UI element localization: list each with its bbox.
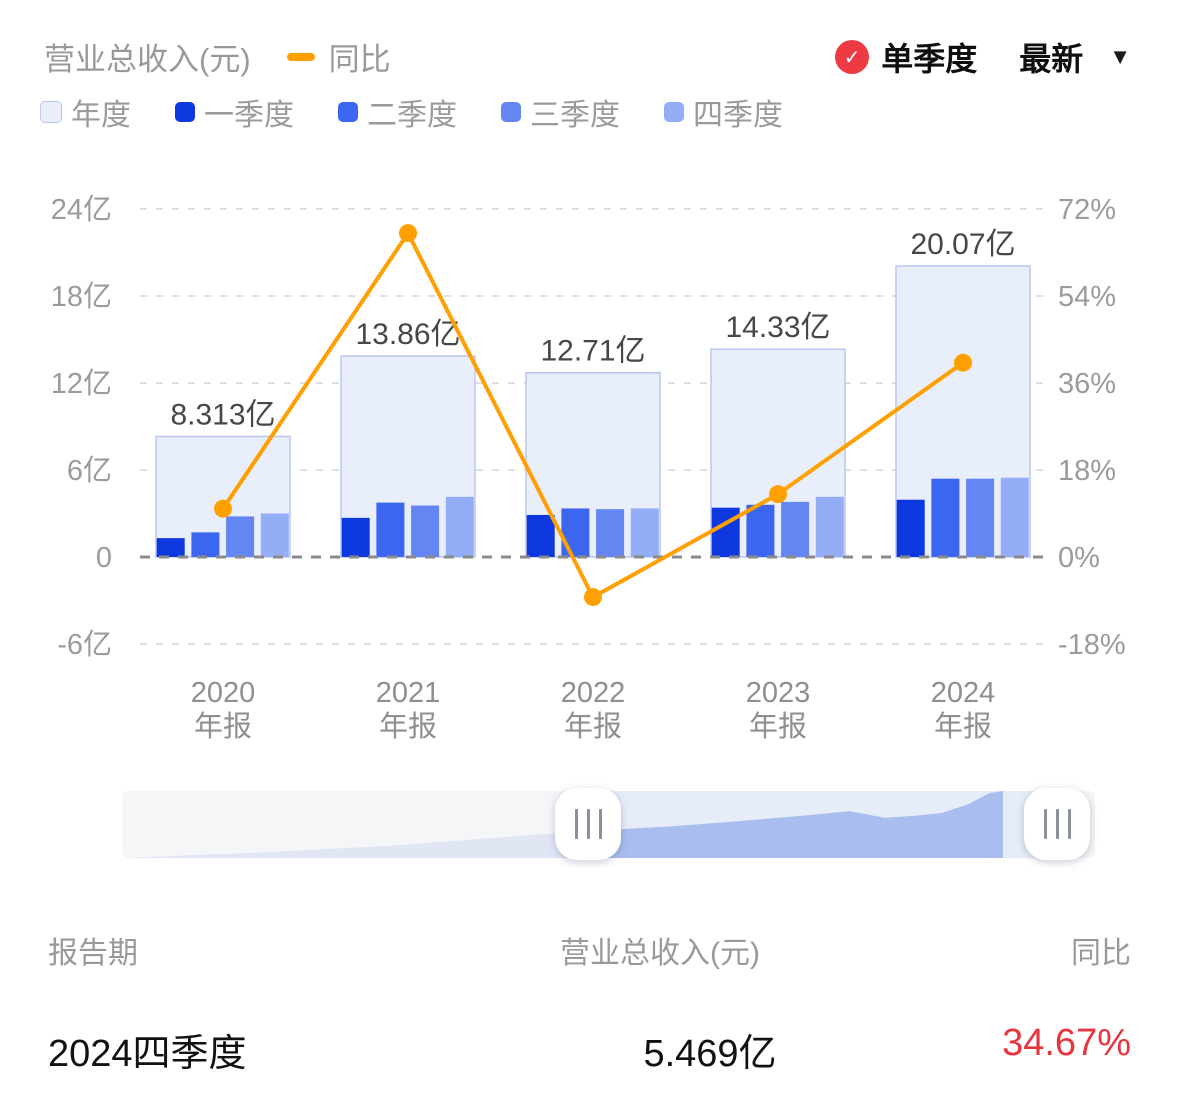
legend-label-q1: 一季度	[204, 99, 294, 132]
q2-swatch-icon	[338, 102, 358, 122]
quarter-bar-一季度-2021[interactable]	[341, 517, 370, 557]
left-axis-tick: 0	[96, 542, 112, 574]
legend-item-q4[interactable]: 四季度	[664, 90, 783, 134]
yoy-point-2022[interactable]	[584, 588, 602, 607]
chart-title: 营业总收入(元)	[44, 42, 251, 77]
series-legend: 年度 一季度 二季度 三季度 四季度	[40, 90, 783, 134]
table-header-period: 报告期	[48, 937, 138, 970]
quarter-bar-三季度-2023[interactable]	[781, 501, 810, 557]
table-value-yoy: 34.67%	[1002, 1022, 1131, 1064]
right-axis-tick: -18%	[1058, 629, 1126, 661]
q1-swatch-icon	[175, 102, 195, 122]
chevron-down-icon[interactable]: ▼	[1109, 44, 1131, 69]
table-value-period: 2024四季度	[48, 1033, 247, 1075]
x-axis-label-period: 年报	[934, 710, 992, 743]
slider-handle-right[interactable]	[1024, 788, 1090, 860]
checkmark-icon[interactable]: ✓	[835, 40, 870, 74]
quarter-bar-四季度-2023[interactable]	[815, 496, 844, 557]
quarter-bar-三季度-2022[interactable]	[596, 509, 625, 557]
left-axis-tick: 12亿	[51, 367, 112, 400]
quarter-bar-一季度-2024[interactable]	[896, 499, 925, 557]
legend-label-q3: 三季度	[530, 99, 620, 132]
quarter-bar-二季度-2023[interactable]	[746, 504, 775, 557]
yoy-point-2021[interactable]	[399, 224, 417, 243]
table-header-revenue: 营业总收入(元)	[560, 937, 760, 970]
annual-value-label: 12.71亿	[540, 335, 645, 368]
x-axis-label-year: 2020	[191, 677, 256, 709]
quarter-bar-一季度-2023[interactable]	[711, 507, 740, 557]
quarter-bar-一季度-2020[interactable]	[156, 538, 185, 557]
annual-value-label: 20.07亿	[910, 228, 1015, 261]
yoy-line-legend-icon	[286, 52, 315, 61]
right-axis-tick: 0%	[1058, 542, 1100, 574]
q4-swatch-icon	[664, 102, 684, 122]
q3-swatch-icon	[501, 102, 521, 122]
left-axis-tick: -6亿	[57, 628, 112, 661]
left-axis-tick: 24亿	[51, 193, 112, 226]
quarter-bar-三季度-2021[interactable]	[411, 505, 440, 557]
right-axis-tick: 72%	[1058, 194, 1116, 226]
legend-label-q4: 四季度	[693, 99, 783, 132]
quarter-bar-二季度-2022[interactable]	[561, 508, 590, 557]
legend-item-q3[interactable]: 三季度	[501, 90, 620, 134]
single-quarter-toggle[interactable]: 单季度	[881, 41, 978, 77]
table-value-revenue: 5.469亿	[643, 1033, 777, 1075]
right-axis-tick: 18%	[1058, 455, 1116, 487]
quarter-bar-一季度-2022[interactable]	[526, 514, 555, 557]
annual-value-label: 8.313亿	[170, 398, 275, 431]
quarter-bar-二季度-2024[interactable]	[931, 478, 960, 557]
legend-item-q1[interactable]: 一季度	[175, 90, 294, 134]
x-axis-label-year: 2022	[561, 677, 626, 709]
legend-item-annual[interactable]: 年度	[40, 90, 131, 134]
legend-label-q2: 二季度	[367, 99, 457, 132]
x-axis-label-period: 年报	[564, 710, 622, 743]
yoy-point-2020[interactable]	[214, 499, 232, 518]
left-axis-tick: 6亿	[67, 454, 112, 487]
latest-dropdown[interactable]: 最新	[1019, 41, 1084, 77]
quarter-bar-四季度-2020[interactable]	[260, 513, 289, 558]
annual-value-label: 13.86亿	[355, 318, 460, 351]
slider-handle-left[interactable]	[555, 788, 621, 860]
quarter-bar-二季度-2021[interactable]	[376, 502, 405, 557]
yoy-line-legend-label: 同比	[328, 42, 391, 77]
annual-swatch-icon	[40, 101, 62, 123]
quarter-bar-三季度-2020[interactable]	[226, 516, 255, 557]
quarter-bar-四季度-2021[interactable]	[445, 496, 474, 557]
x-axis-label-period: 年报	[379, 710, 437, 743]
x-axis-label-year: 2024	[931, 677, 996, 709]
quarter-bar-四季度-2022[interactable]	[630, 508, 659, 557]
quarter-bar-二季度-2020[interactable]	[191, 532, 220, 557]
table-header-yoy: 同比	[1071, 937, 1131, 970]
legend-label-annual: 年度	[71, 99, 131, 132]
x-axis-label-year: 2021	[376, 677, 441, 709]
legend-item-q2[interactable]: 二季度	[338, 90, 457, 134]
quarter-bar-三季度-2024[interactable]	[966, 478, 995, 557]
chart-header: 营业总收入(元) 同比	[44, 34, 391, 79]
revenue-yoy-chart[interactable]: 24亿 18亿 12亿 6亿 0 -6亿 72% 54% 36% 18% 0% -18% 8.313亿 1…	[0, 0, 1179, 775]
x-axis-label-year: 2023	[746, 677, 811, 709]
right-axis-tick: 54%	[1058, 281, 1116, 313]
yoy-point-2024[interactable]	[954, 353, 972, 372]
yoy-point-2023[interactable]	[769, 485, 787, 504]
x-axis-label-period: 年报	[194, 710, 252, 743]
data-zoom-slider[interactable]	[0, 778, 1179, 878]
x-axis-label-period: 年报	[749, 710, 807, 743]
mode-controls: ✓ 单季度 最新 ▼	[835, 34, 1131, 80]
right-axis-tick: 36%	[1058, 368, 1116, 400]
left-axis-tick: 18亿	[51, 280, 112, 313]
quarter-bar-四季度-2024[interactable]	[1000, 477, 1029, 557]
slider-area-selected	[588, 791, 1003, 858]
annual-value-label: 14.33亿	[725, 311, 830, 344]
